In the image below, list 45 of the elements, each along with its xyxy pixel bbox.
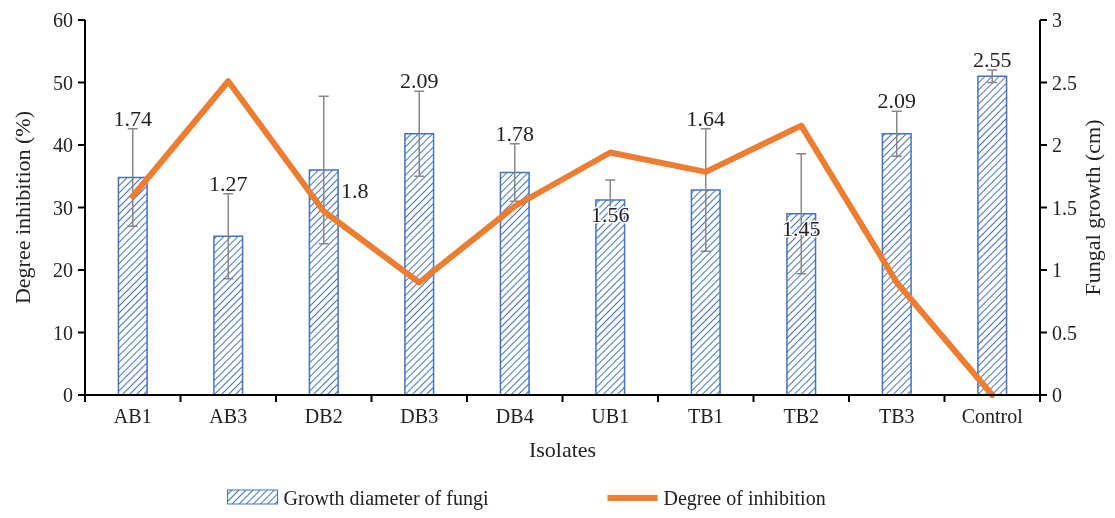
bar [213, 235, 244, 396]
bar [404, 133, 435, 396]
y-tick-label: 10 [53, 321, 73, 344]
y2-tick-label: 2 [1052, 134, 1062, 156]
y2-tick-label: 0.5 [1052, 321, 1077, 344]
y-tick-label: 60 [53, 9, 73, 31]
bar [308, 169, 339, 396]
x-tick-label: DB4 [495, 405, 534, 427]
bar [499, 171, 530, 396]
x-tick-label: AB3 [209, 405, 248, 427]
y2-tick-label: 3 [1052, 9, 1062, 31]
x-tick-label: TB3 [878, 405, 915, 427]
y-tick-label: 30 [53, 196, 73, 219]
y-tick-label: 0 [63, 384, 73, 406]
legend-label: Growth diameter of fungi [283, 487, 489, 510]
y-tick-label: 50 [53, 71, 73, 94]
x-axis-title: Isolates [528, 437, 597, 462]
data-label: 2.09 [400, 68, 439, 94]
bar [690, 189, 721, 396]
data-label: 1.78 [495, 120, 534, 146]
data-label: 1.8 [341, 178, 369, 203]
y-tick-label: 40 [53, 134, 73, 156]
data-label: 1.64 [686, 105, 725, 131]
x-tick-label: DB2 [304, 405, 343, 427]
y-tick-label: 20 [53, 259, 73, 281]
x-tick-label: Control [961, 405, 1024, 427]
x-tick-label: TB2 [783, 405, 820, 427]
bar [117, 176, 148, 396]
legend-label: Degree of inhibition [663, 487, 826, 510]
x-tick-label: DB3 [400, 405, 439, 427]
bar [977, 75, 1008, 396]
bar [881, 133, 912, 396]
data-label: 1.27 [209, 170, 248, 196]
y-axis-title: Degree inhibition (%) [10, 110, 35, 305]
x-tick-label: AB1 [113, 405, 152, 427]
y2-tick-label: 0 [1052, 384, 1062, 406]
y2-axis-title: Fungal growth (cm) [1080, 119, 1105, 296]
y2-tick-label: 1.5 [1052, 196, 1077, 219]
data-label: 2.09 [877, 88, 916, 114]
data-label: 2.55 [973, 47, 1012, 72]
x-tick-label: UB1 [591, 405, 630, 427]
data-label: 1.74 [113, 105, 152, 131]
x-tick-label: TB1 [687, 405, 724, 427]
y2-tick-label: 1 [1052, 259, 1062, 281]
y2-tick-label: 2.5 [1052, 71, 1077, 94]
